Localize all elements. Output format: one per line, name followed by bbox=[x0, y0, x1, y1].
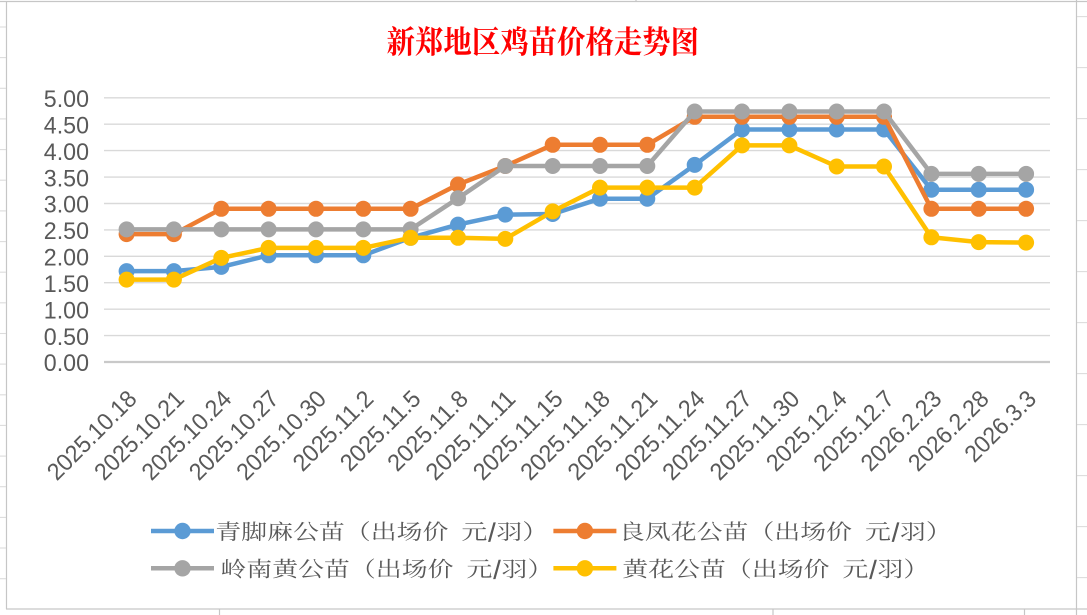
svg-text:4.00: 4.00 bbox=[44, 139, 89, 166]
svg-text:0.50: 0.50 bbox=[44, 324, 89, 351]
svg-text:1.50: 1.50 bbox=[44, 271, 89, 298]
svg-text:3.50: 3.50 bbox=[44, 165, 89, 192]
svg-text:5.00: 5.00 bbox=[44, 86, 89, 113]
svg-text:0.00: 0.00 bbox=[44, 350, 89, 377]
svg-text:1.00: 1.00 bbox=[44, 297, 89, 324]
svg-text:3.00: 3.00 bbox=[44, 192, 89, 219]
svg-text:2.50: 2.50 bbox=[44, 218, 89, 245]
svg-text:4.50: 4.50 bbox=[44, 112, 89, 139]
svg-text:2.00: 2.00 bbox=[44, 245, 89, 272]
